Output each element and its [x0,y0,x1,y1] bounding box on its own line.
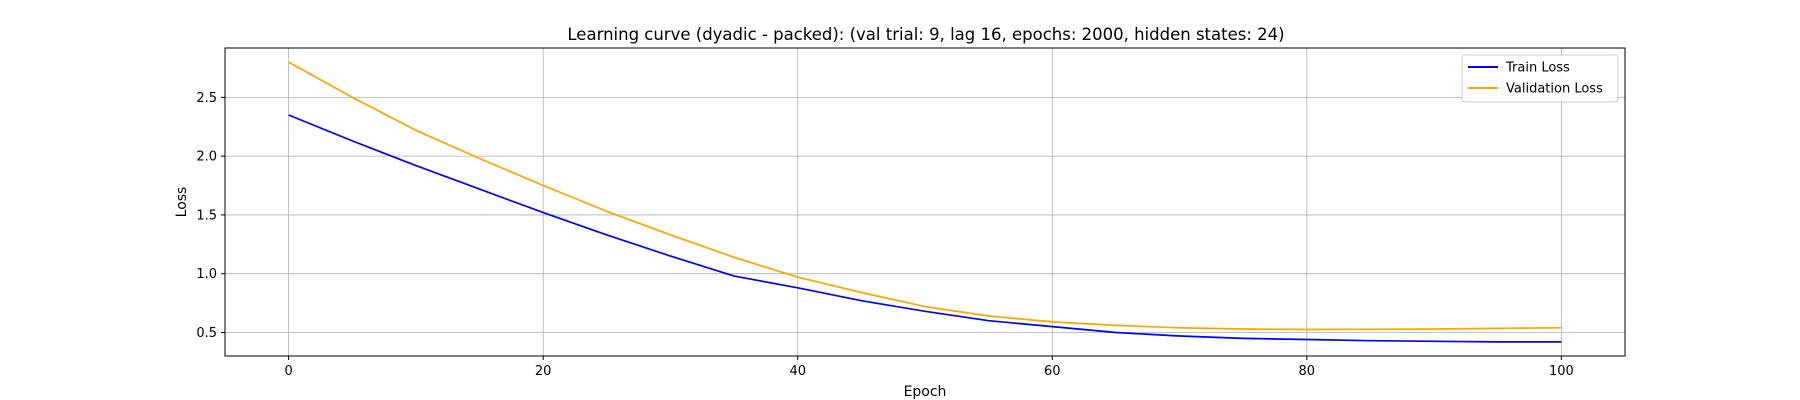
legend-box [1461,54,1619,103]
series-lines [288,61,1562,343]
legend: Train Loss Validation Loss [1461,54,1619,103]
y-tick-label: 2.5 [196,91,217,106]
x-tick-label: 40 [789,364,806,379]
x-axis-ticks: 0 20 40 60 80 100 [284,356,1574,379]
x-axis-label: Epoch [904,384,947,400]
y-tick-label: 2.0 [196,150,217,165]
legend-label-validation-loss: Validation Loss [1506,82,1603,97]
y-axis-label: Loss [174,187,190,218]
y-axis-ticks: 0.5 1.0 1.5 2.0 2.5 [196,91,225,341]
series-line-validation-loss [288,61,1562,331]
x-tick-label: 100 [1549,364,1574,379]
y-tick-label: 1.5 [196,208,217,223]
x-tick-label: 80 [1299,364,1316,379]
grid [225,48,1625,356]
x-tick-label: 0 [284,364,292,379]
y-tick-label: 0.5 [196,326,217,341]
x-tick-label: 60 [1044,364,1061,379]
x-tick-label: 20 [535,364,552,379]
y-tick-label: 1.0 [196,267,217,282]
plot-frame [224,47,1626,357]
series-line-train-loss [288,114,1562,343]
chart-title: Learning curve (dyadic - packed): (val t… [567,25,1284,44]
legend-label-train-loss: Train Loss [1505,61,1570,76]
